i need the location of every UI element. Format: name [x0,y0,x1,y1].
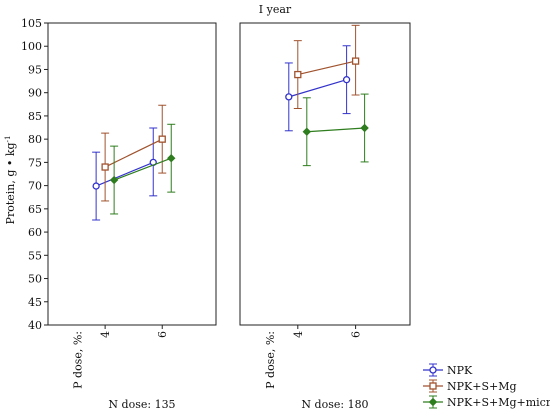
data-point [360,123,369,133]
legend-item: NPK [423,363,473,377]
data-point [285,93,293,101]
x-tick-label: 4 [292,331,305,338]
data-point [294,70,302,79]
data-point [101,163,109,171]
data-point [351,57,360,65]
y-axis-label: Protein, g • kg-1 [4,136,17,225]
y-tick-label: 50 [28,273,42,286]
legend-item: NPK+S+Mg [423,379,517,393]
panels: 4 6 P dose, %: N dose: 135 4 6 P dose, %: N dos… [47,22,411,411]
data-point [429,366,437,374]
series-line [306,127,365,133]
y-tick-label: 65 [28,203,42,216]
panel: 4 6 P dose, %: N dose: 135 [47,22,217,411]
series-line [288,79,347,98]
series-line [113,157,172,181]
legend-label: NPK+S+Mg [447,380,517,393]
data-point [167,153,176,163]
data-point [429,382,437,390]
x-axis-prefix-label: P dose, %: [264,331,277,389]
series-group [109,123,176,215]
series-group [92,127,158,221]
legend-label: NPK [447,364,473,377]
y-tick-label: 85 [28,110,42,123]
y-tick-label: 80 [28,133,42,146]
y-tick-label: 55 [28,249,42,262]
panel-label: N dose: 135 [108,398,175,411]
y-tick-label: 75 [28,156,42,169]
panel-frame [47,22,217,326]
y-tick-label: 105 [21,17,42,30]
x-tick-label: 6 [350,331,363,338]
panel-frame [239,22,411,326]
series-line [104,138,163,168]
data-point [92,182,100,190]
x-tick-label: 6 [156,331,169,338]
panel-label: N dose: 180 [301,398,368,411]
y-tick-label: 60 [28,226,42,239]
y-tick-label: 90 [28,87,42,100]
y-axis: 40 45 50 55 60 65 70 75 80 85 90 95 100 105 [21,17,48,332]
series-line [297,60,356,76]
y-tick-label: 45 [28,296,42,309]
y-axis-label-superscript: -1 [4,136,12,143]
legend-item: NPK+S+Mg+micro [423,395,550,409]
data-point [109,175,119,185]
data-point [158,135,166,143]
y-tick-label: 70 [28,180,42,193]
y-tick-label: 95 [28,63,42,76]
x-axis-prefix-label: P dose, %: [71,331,84,389]
legend: NPK NPK+S+Mg NPK+S+Mg+micro [423,363,550,409]
series-group [101,104,167,202]
series-line [95,161,154,187]
y-tick-label: 40 [28,319,42,332]
series-group [284,45,351,132]
series-group [293,24,360,109]
y-tick-label: 100 [21,40,42,53]
chart-title: I year [259,3,292,16]
y-axis-label-main: Protein, g • kg [4,142,17,224]
series-group [302,93,369,167]
legend-label: NPK+S+Mg+micro [447,396,550,409]
x-tick-label: 4 [99,331,112,338]
data-point [428,397,438,407]
data-point [342,76,351,84]
panel: 4 6 P dose, %: N dose: 180 [239,22,411,411]
data-point [302,127,312,136]
